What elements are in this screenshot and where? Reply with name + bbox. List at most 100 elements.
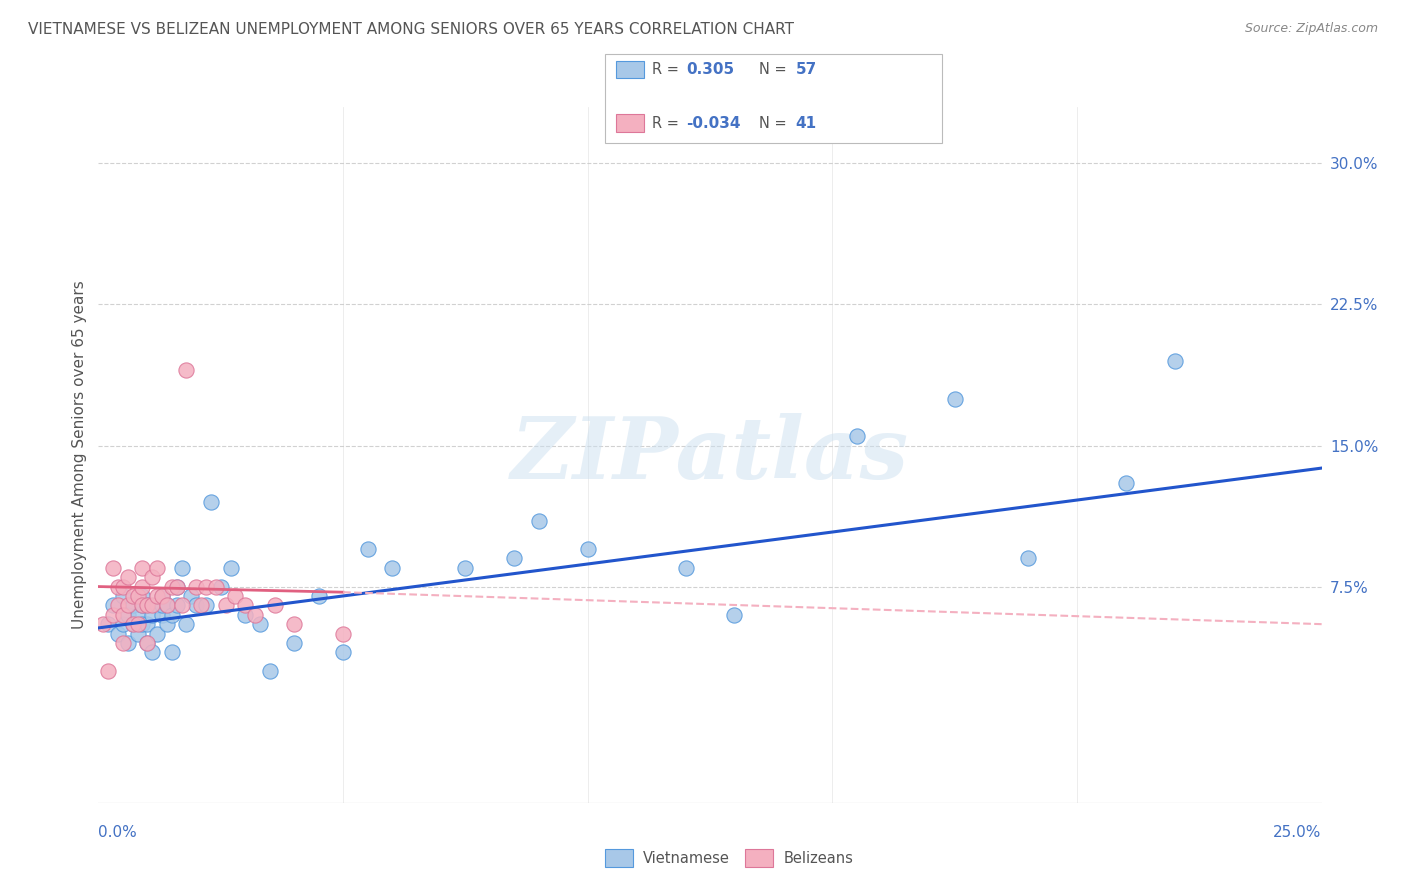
Point: [356, 541, 378, 556]
Point: [111, 636, 134, 650]
Point: [136, 617, 159, 632]
Text: -0.034: -0.034: [686, 116, 741, 130]
Point: [121, 599, 143, 613]
Point: [381, 560, 404, 574]
Point: [136, 599, 159, 613]
Point: [146, 599, 169, 613]
Point: [160, 580, 183, 594]
Point: [150, 607, 173, 622]
Point: [136, 636, 159, 650]
Point: [91, 617, 114, 632]
Point: [131, 599, 153, 613]
Point: [127, 617, 149, 632]
Text: Vietnamese: Vietnamese: [643, 851, 730, 865]
Point: [136, 599, 159, 613]
Point: [200, 495, 222, 509]
Point: [243, 607, 266, 622]
Point: [259, 664, 281, 678]
Text: R =: R =: [652, 116, 683, 130]
Point: [160, 607, 183, 622]
Y-axis label: Unemployment Among Seniors over 65 years: Unemployment Among Seniors over 65 years: [72, 281, 87, 629]
Point: [190, 599, 212, 613]
Point: [111, 589, 134, 603]
Text: 0.0%: 0.0%: [98, 825, 138, 840]
Point: [176, 363, 198, 377]
Point: [141, 570, 163, 584]
Point: [131, 560, 153, 574]
Point: [150, 589, 173, 603]
Text: N =: N =: [759, 62, 792, 77]
Point: [127, 589, 149, 603]
Point: [141, 599, 163, 613]
Point: [131, 580, 153, 594]
Point: [117, 607, 139, 622]
Point: [97, 617, 120, 632]
Point: [166, 580, 188, 594]
Point: [170, 560, 193, 574]
Point: [186, 580, 208, 594]
Point: [146, 626, 169, 640]
Point: [209, 580, 232, 594]
Text: Source: ZipAtlas.com: Source: ZipAtlas.com: [1244, 22, 1378, 36]
Point: [117, 636, 139, 650]
Point: [107, 626, 129, 640]
Point: [107, 599, 129, 613]
Point: [136, 636, 159, 650]
Point: [121, 589, 143, 603]
Point: [723, 607, 745, 622]
Text: 0.305: 0.305: [686, 62, 734, 77]
Point: [180, 589, 202, 603]
Point: [205, 580, 228, 594]
Point: [576, 541, 599, 556]
Point: [170, 599, 193, 613]
Point: [214, 599, 236, 613]
Point: [101, 607, 124, 622]
Point: [1115, 476, 1137, 491]
Text: Belizeans: Belizeans: [783, 851, 853, 865]
Point: [186, 599, 208, 613]
Point: [233, 607, 256, 622]
Point: [263, 599, 285, 613]
Point: [1164, 354, 1187, 368]
Text: ZIPatlas: ZIPatlas: [510, 413, 910, 497]
Point: [107, 580, 129, 594]
Point: [675, 560, 697, 574]
Text: 57: 57: [796, 62, 817, 77]
Point: [131, 599, 153, 613]
Point: [127, 626, 149, 640]
Point: [141, 645, 163, 659]
Point: [166, 580, 188, 594]
Point: [111, 617, 134, 632]
Point: [283, 636, 305, 650]
Point: [146, 560, 169, 574]
Point: [150, 589, 173, 603]
Point: [195, 599, 218, 613]
Point: [943, 392, 966, 406]
Point: [219, 560, 242, 574]
Point: [308, 589, 330, 603]
Point: [527, 514, 550, 528]
Point: [160, 645, 183, 659]
Text: VIETNAMESE VS BELIZEAN UNEMPLOYMENT AMONG SENIORS OVER 65 YEARS CORRELATION CHAR: VIETNAMESE VS BELIZEAN UNEMPLOYMENT AMON…: [28, 22, 794, 37]
Point: [97, 664, 120, 678]
Point: [176, 617, 198, 632]
Point: [332, 626, 354, 640]
Point: [156, 599, 179, 613]
Text: R =: R =: [652, 62, 683, 77]
Point: [249, 617, 271, 632]
Point: [127, 607, 149, 622]
Point: [141, 607, 163, 622]
Point: [121, 617, 143, 632]
Point: [117, 599, 139, 613]
Point: [332, 645, 354, 659]
Point: [131, 617, 153, 632]
Text: 25.0%: 25.0%: [1274, 825, 1322, 840]
Point: [233, 599, 256, 613]
Point: [146, 589, 169, 603]
Point: [156, 617, 179, 632]
Point: [454, 560, 477, 574]
Text: 41: 41: [796, 116, 817, 130]
Point: [503, 551, 526, 566]
Point: [111, 580, 134, 594]
Point: [283, 617, 305, 632]
